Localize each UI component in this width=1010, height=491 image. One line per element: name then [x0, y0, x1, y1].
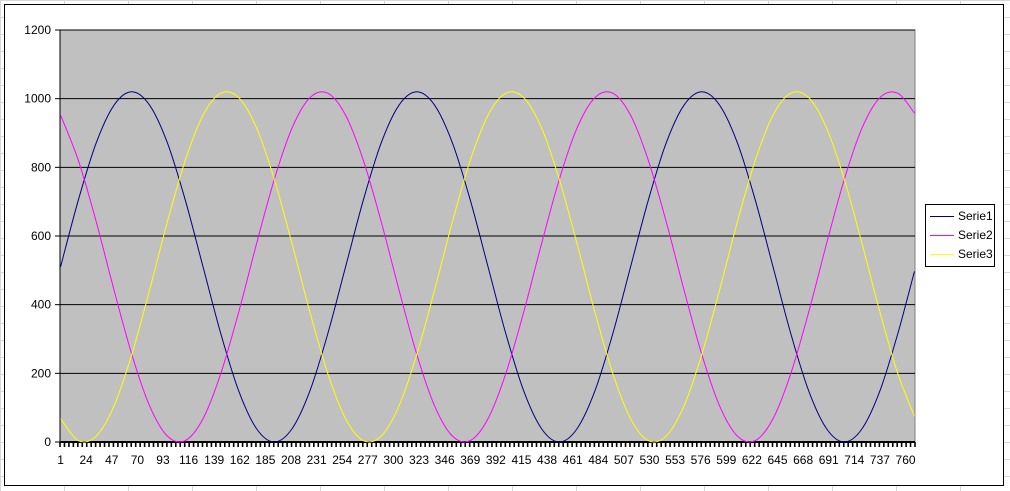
series-line-serie3: [60, 91, 915, 443]
x-tick-label: 668: [793, 453, 813, 467]
x-tick-label: 231: [307, 453, 327, 467]
y-tick-label: 600: [31, 229, 51, 243]
legend-label: Serie2: [958, 228, 993, 242]
y-tick-label: 200: [31, 366, 51, 380]
x-tick-label: 116: [179, 453, 198, 467]
x-tick-label: 714: [844, 453, 864, 467]
x-tick-label: 645: [767, 453, 787, 467]
legend-swatch: [930, 215, 954, 217]
x-tick-label: 162: [230, 453, 250, 467]
legend-swatch: [930, 234, 954, 236]
legend-label: Serie1: [958, 209, 993, 223]
x-tick-label: 484: [588, 453, 608, 467]
x-tick-label: 392: [486, 453, 506, 467]
legend-label: Serie3: [958, 247, 993, 261]
x-tick-label: 737: [870, 453, 890, 467]
y-tick-label: 1200: [24, 23, 51, 37]
x-tick-label: 47: [105, 453, 119, 467]
series-line-serie1: [60, 91, 915, 443]
series-line-serie2: [60, 91, 915, 443]
x-tick-label: 254: [332, 453, 352, 467]
y-tick-label: 1000: [24, 92, 51, 106]
legend[interactable]: Serie1 Serie2 Serie3: [925, 204, 995, 267]
legend-item-serie2: Serie2: [930, 226, 993, 244]
legend-swatch: [930, 253, 954, 255]
x-tick-label: 323: [409, 453, 429, 467]
x-tick-label: 438: [537, 453, 557, 467]
x-tick-label: 622: [742, 453, 762, 467]
y-tick-label: 400: [31, 298, 51, 312]
x-tick-label: 139: [204, 453, 224, 467]
legend-item-serie1: Serie1: [930, 207, 993, 225]
x-tick-label: 507: [614, 453, 634, 467]
x-tick-label: 576: [691, 453, 711, 467]
x-tick-label: 1: [57, 453, 64, 467]
x-tick-label: 346: [435, 453, 455, 467]
x-tick-label: 208: [281, 453, 301, 467]
x-tick-label: 553: [665, 453, 685, 467]
x-tick-label: 93: [156, 453, 170, 467]
x-tick-label: 461: [563, 453, 583, 467]
legend-item-serie3: Serie3: [930, 245, 993, 263]
x-tick-label: 369: [460, 453, 480, 467]
y-tick-label: 800: [31, 160, 51, 174]
x-tick-label: 24: [79, 453, 93, 467]
x-tick-label: 599: [716, 453, 736, 467]
x-tick-label: 691: [819, 453, 839, 467]
x-tick-label: 277: [358, 453, 378, 467]
y-tick-label: 0: [44, 435, 51, 449]
x-tick-label: 760: [896, 453, 916, 467]
x-tick-label: 300: [383, 453, 403, 467]
x-tick-label: 530: [639, 453, 659, 467]
x-tick-label: 415: [511, 453, 531, 467]
x-tick-label: 185: [255, 453, 275, 467]
x-tick-label: 70: [131, 453, 145, 467]
